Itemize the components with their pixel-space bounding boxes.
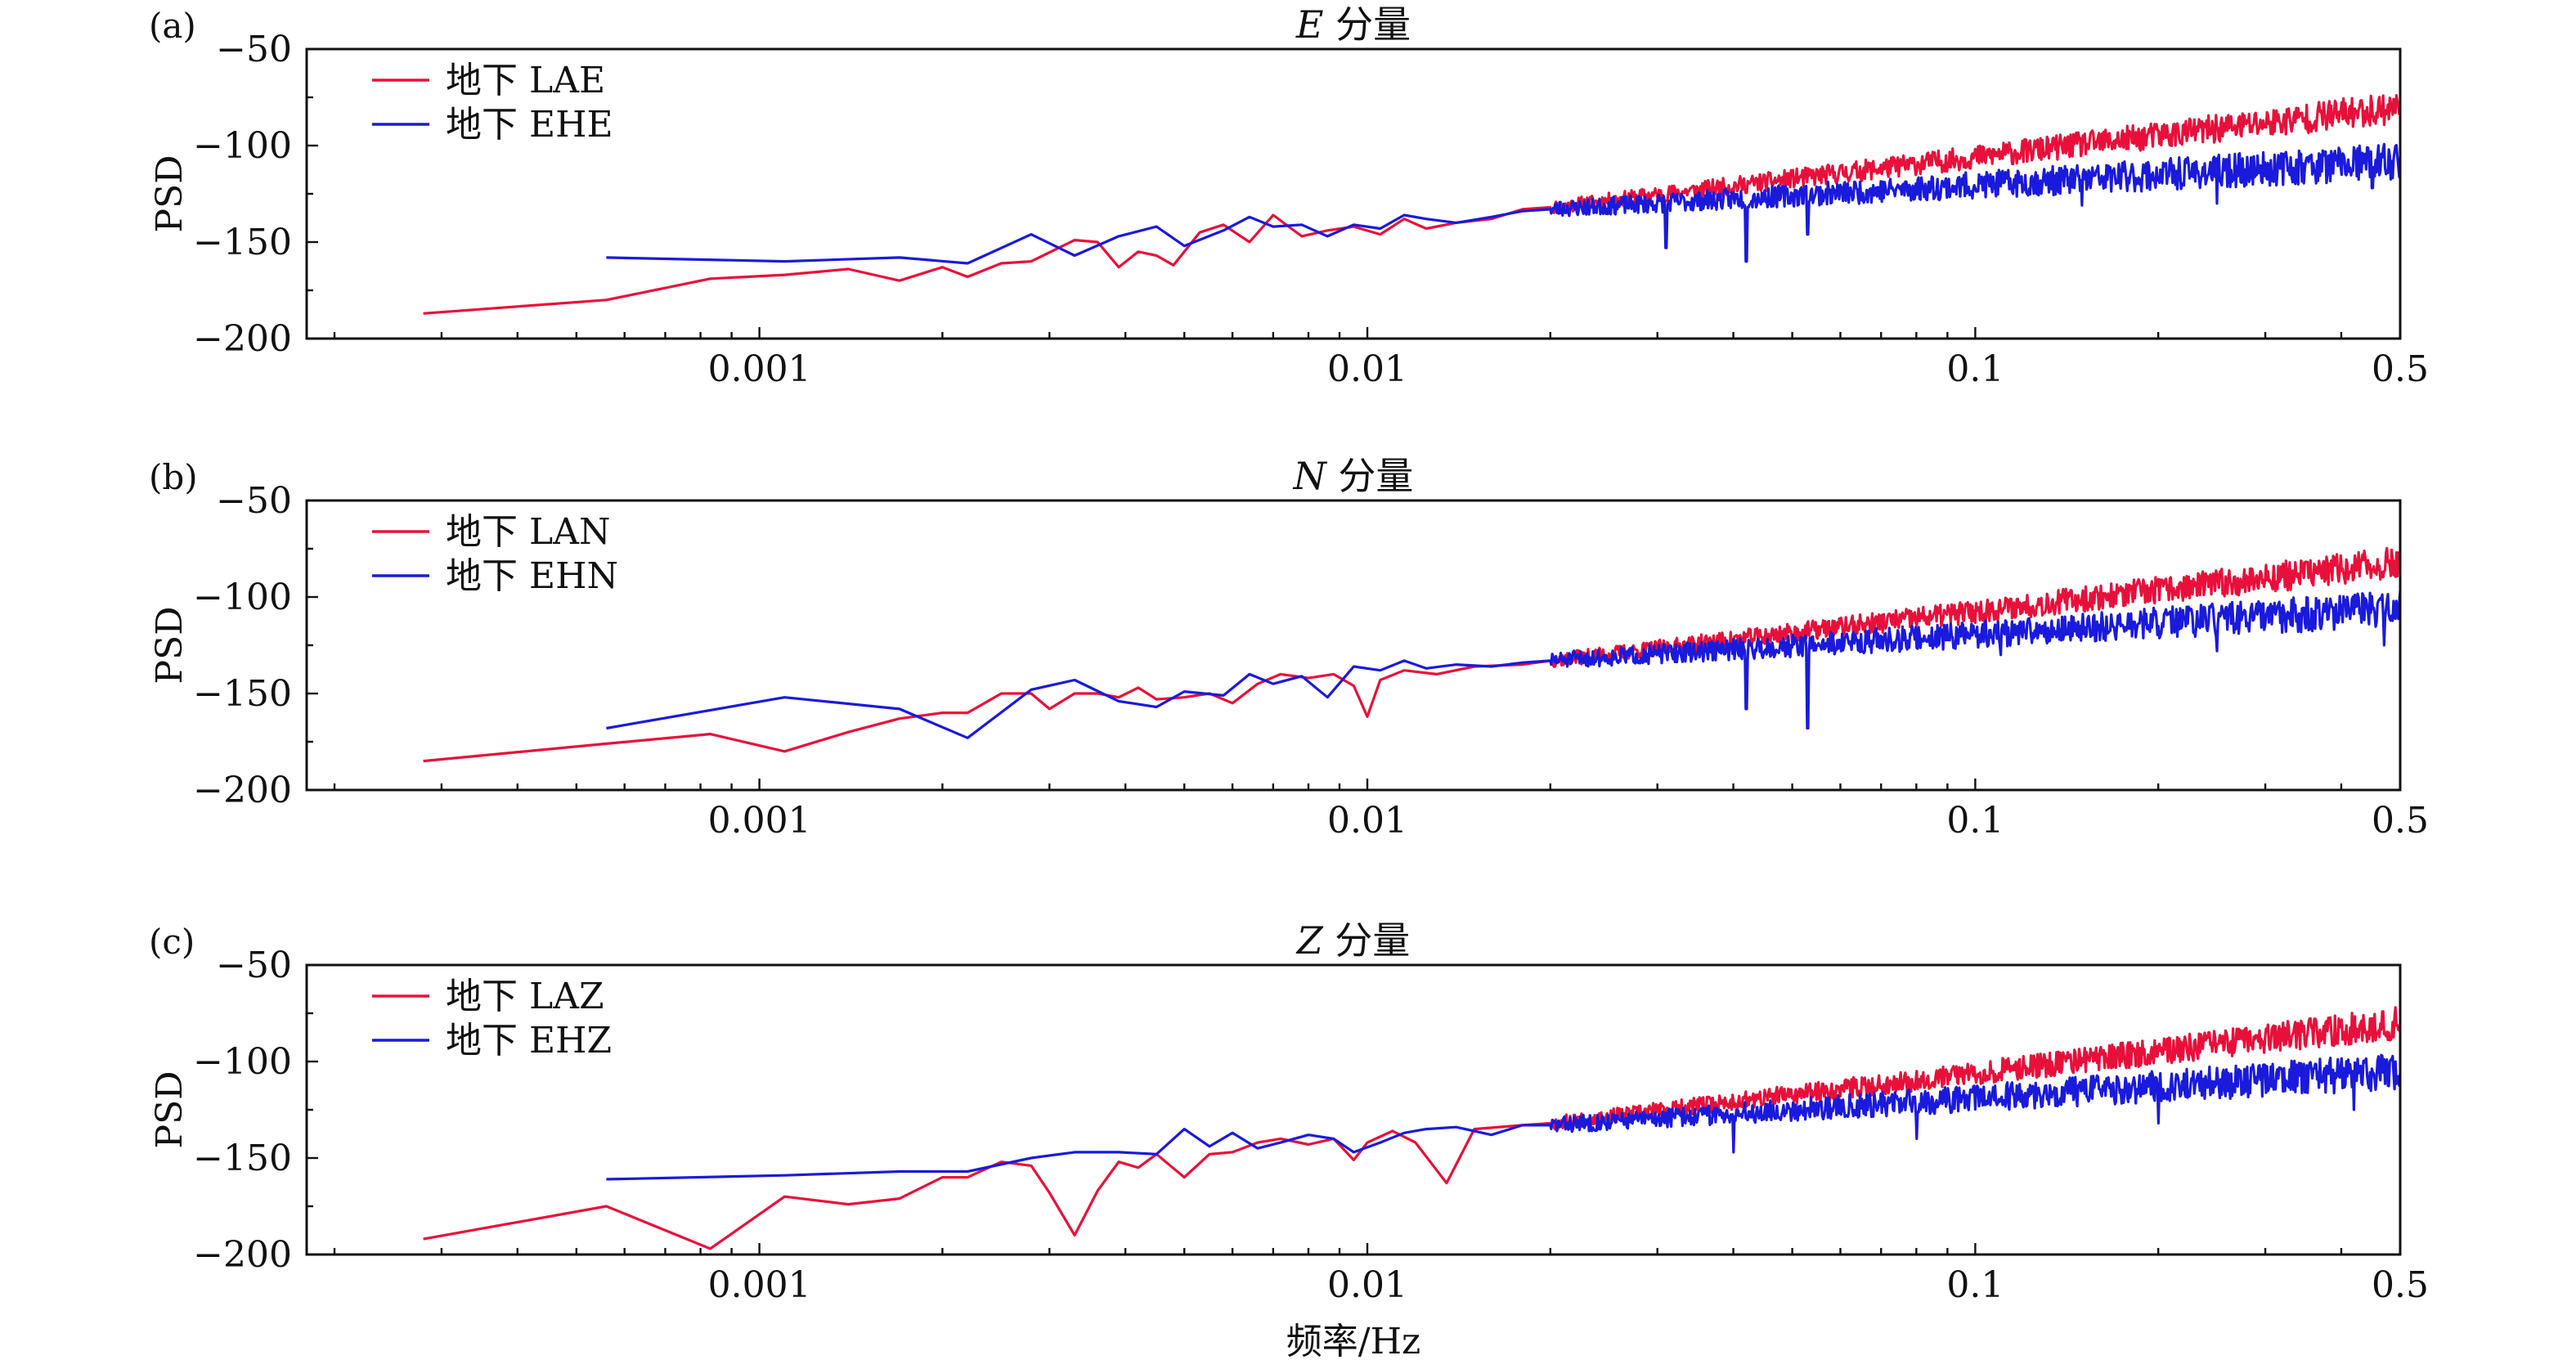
panel-title-suffix: 分量 [1323,2,1411,47]
x-tick-label: 0.01 [1327,800,1407,842]
y-tick-label: −150 [193,1138,292,1179]
legend-label: 地下 EHZ [446,1020,612,1062]
plot-frame [305,499,2402,792]
x-tick-label: 0.01 [1327,1264,1407,1306]
panel-title-component: Z [1295,918,1324,963]
x-tick-label: 0.5 [2372,1264,2429,1306]
y-tick-label: −100 [193,577,292,618]
x-tick-label: 0.1 [1946,1264,2004,1306]
panel-title-component: N [1293,454,1328,498]
panel-letter: (b) [149,457,198,497]
legend-label: 地下 LAN [446,511,610,553]
legend-label: 地下 LAE [446,60,605,101]
chart-panel-2: 0.001 0.01 0.1 0.5 −50 −100 −150 −200 PSD (c) Z 分量… [149,918,2429,1306]
series-line-0-1 [606,142,2400,265]
x-tick-label: 0.001 [708,800,811,842]
series-line-0-0 [423,94,2400,315]
x-tick-label: 0.01 [1327,348,1407,390]
panel-title-suffix: 分量 [1326,454,1414,498]
legend-label: 地下 EHN [446,555,618,597]
y-axis-label: PSD [149,155,191,232]
y-tick-label: −200 [193,318,292,360]
y-tick-label: −200 [193,1234,292,1276]
y-tick-label: −200 [193,770,292,811]
series-line-1-1 [606,590,2400,739]
plot-frame [305,47,2402,340]
x-tick-label: 0.5 [2372,348,2429,390]
y-tick-label: −50 [216,480,292,522]
series-line-2-1 [606,1053,2400,1181]
y-tick-label: −100 [193,1041,292,1083]
panel-letter: (c) [149,922,195,962]
x-tick-label: 0.1 [1946,800,2004,842]
y-tick-label: −50 [216,945,292,986]
x-tick-label: 0.001 [708,348,811,390]
y-tick-label: −150 [193,673,292,715]
panel-title-component: E [1295,2,1324,47]
x-tick-label: 0.1 [1946,348,2004,390]
series-line-2-0 [423,1006,2400,1250]
y-tick-label: −150 [193,222,292,263]
y-axis-label: PSD [149,1071,191,1148]
panel-title: N 分量 [1293,454,1414,498]
chart-panel-1: 0.001 0.01 0.1 0.5 −50 −100 −150 −200 PSD (b) N 分量… [149,454,2429,842]
figure-x-axis-label: 频率/Hz [1286,1321,1420,1362]
legend-label: 地下 EHE [446,104,613,146]
panel-letter: (a) [149,6,196,46]
y-axis-label: PSD [149,606,191,684]
y-tick-label: −50 [216,29,292,70]
series-line-1-0 [423,546,2400,763]
chart-panel-0: 0.001 0.01 0.1 0.5 −50 −100 −150 −200 PSD (a) E 分量… [149,2,2429,390]
panel-title: E 分量 [1295,2,1411,47]
x-tick-label: 0.001 [708,1264,811,1306]
legend-label: 地下 LAZ [446,976,604,1017]
panel-title-suffix: 分量 [1323,918,1411,963]
panel-title: Z 分量 [1295,918,1411,963]
y-tick-label: −100 [193,125,292,167]
x-tick-label: 0.5 [2372,800,2429,842]
